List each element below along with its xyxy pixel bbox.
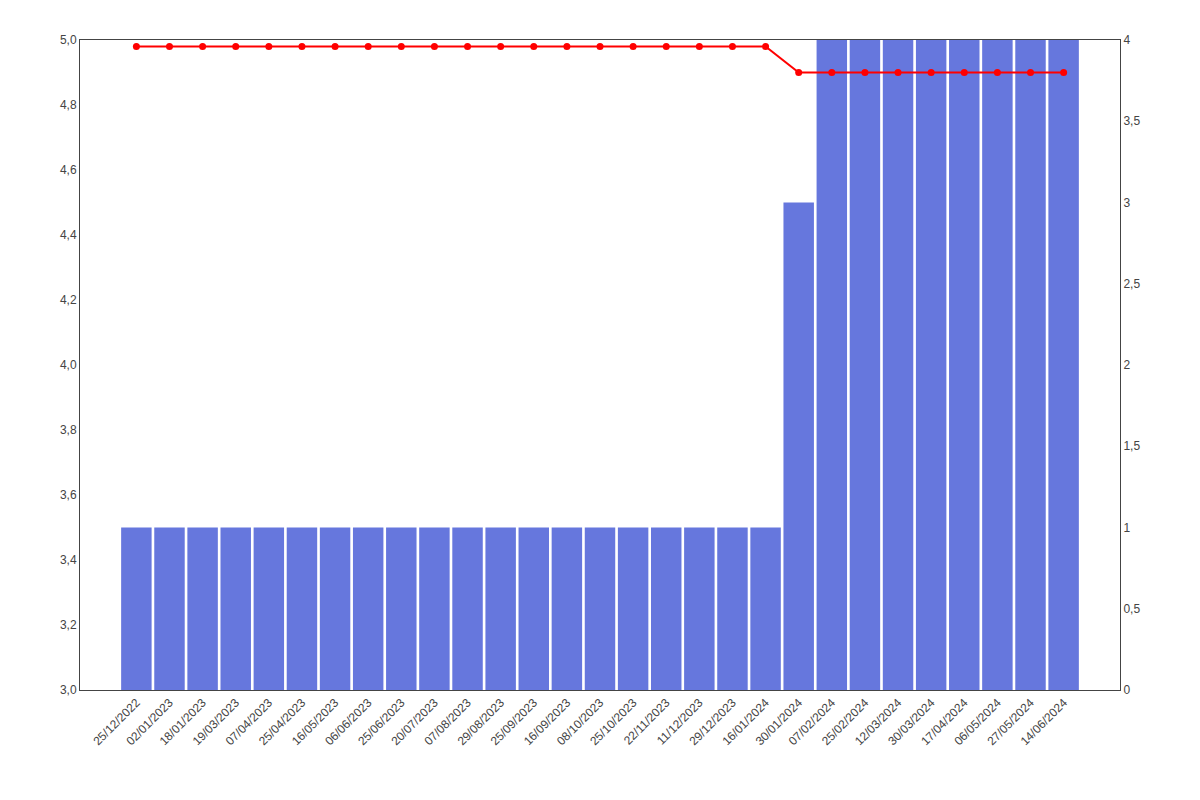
svg-text:3,4: 3,4 <box>60 553 77 567</box>
svg-text:25/10/2023: 25/10/2023 <box>587 696 640 749</box>
svg-text:4: 4 <box>1123 33 1130 47</box>
svg-text:25/06/2023: 25/06/2023 <box>355 696 408 749</box>
svg-text:4,2: 4,2 <box>60 293 77 307</box>
svg-text:0,5: 0,5 <box>1123 602 1140 616</box>
svg-text:25/09/2023: 25/09/2023 <box>488 696 541 749</box>
svg-text:3,2: 3,2 <box>60 618 77 632</box>
svg-text:18/01/2023: 18/01/2023 <box>157 696 210 749</box>
svg-text:06/05/2024: 06/05/2024 <box>951 696 1004 749</box>
svg-text:20/07/2023: 20/07/2023 <box>388 696 441 749</box>
svg-text:16/05/2023: 16/05/2023 <box>289 696 342 749</box>
svg-text:02/01/2023: 02/01/2023 <box>123 696 176 749</box>
svg-text:1,5: 1,5 <box>1123 439 1140 453</box>
svg-text:4,6: 4,6 <box>60 163 77 177</box>
svg-text:4,4: 4,4 <box>60 228 77 242</box>
svg-text:25/04/2023: 25/04/2023 <box>256 696 309 749</box>
svg-text:08/10/2023: 08/10/2023 <box>554 696 607 749</box>
svg-text:30/01/2024: 30/01/2024 <box>753 696 806 749</box>
svg-text:16/09/2023: 16/09/2023 <box>521 696 574 749</box>
svg-text:3: 3 <box>1123 196 1130 210</box>
svg-text:3,0: 3,0 <box>60 683 77 697</box>
svg-text:29/08/2023: 29/08/2023 <box>455 696 508 749</box>
svg-text:07/04/2023: 07/04/2023 <box>223 696 276 749</box>
svg-text:07/02/2024: 07/02/2024 <box>786 696 839 749</box>
svg-text:0: 0 <box>1123 683 1130 697</box>
svg-text:19/03/2023: 19/03/2023 <box>190 696 243 749</box>
svg-text:3,8: 3,8 <box>60 423 77 437</box>
svg-text:16/01/2024: 16/01/2024 <box>720 696 773 749</box>
svg-text:5,0: 5,0 <box>60 33 77 47</box>
svg-text:17/04/2024: 17/04/2024 <box>918 696 971 749</box>
svg-text:3,6: 3,6 <box>60 488 77 502</box>
svg-text:11/12/2023: 11/12/2023 <box>654 696 706 748</box>
svg-text:27/05/2024: 27/05/2024 <box>985 696 1038 749</box>
svg-text:4,0: 4,0 <box>60 358 77 372</box>
svg-text:12/03/2024: 12/03/2024 <box>852 696 905 749</box>
svg-text:22/11/2023: 22/11/2023 <box>621 696 673 748</box>
svg-text:2,5: 2,5 <box>1123 277 1140 291</box>
svg-text:3,5: 3,5 <box>1123 114 1140 128</box>
svg-text:29/12/2023: 29/12/2023 <box>686 696 739 749</box>
svg-text:4,8: 4,8 <box>60 98 77 112</box>
svg-text:25/02/2024: 25/02/2024 <box>819 696 872 749</box>
svg-text:1: 1 <box>1123 521 1130 535</box>
svg-text:25/12/2022: 25/12/2022 <box>90 696 143 749</box>
svg-text:06/06/2023: 06/06/2023 <box>322 696 375 749</box>
svg-text:2: 2 <box>1123 358 1130 372</box>
svg-text:30/03/2024: 30/03/2024 <box>885 696 938 749</box>
svg-text:07/08/2023: 07/08/2023 <box>422 696 475 749</box>
svg-text:14/06/2024: 14/06/2024 <box>1018 696 1071 749</box>
